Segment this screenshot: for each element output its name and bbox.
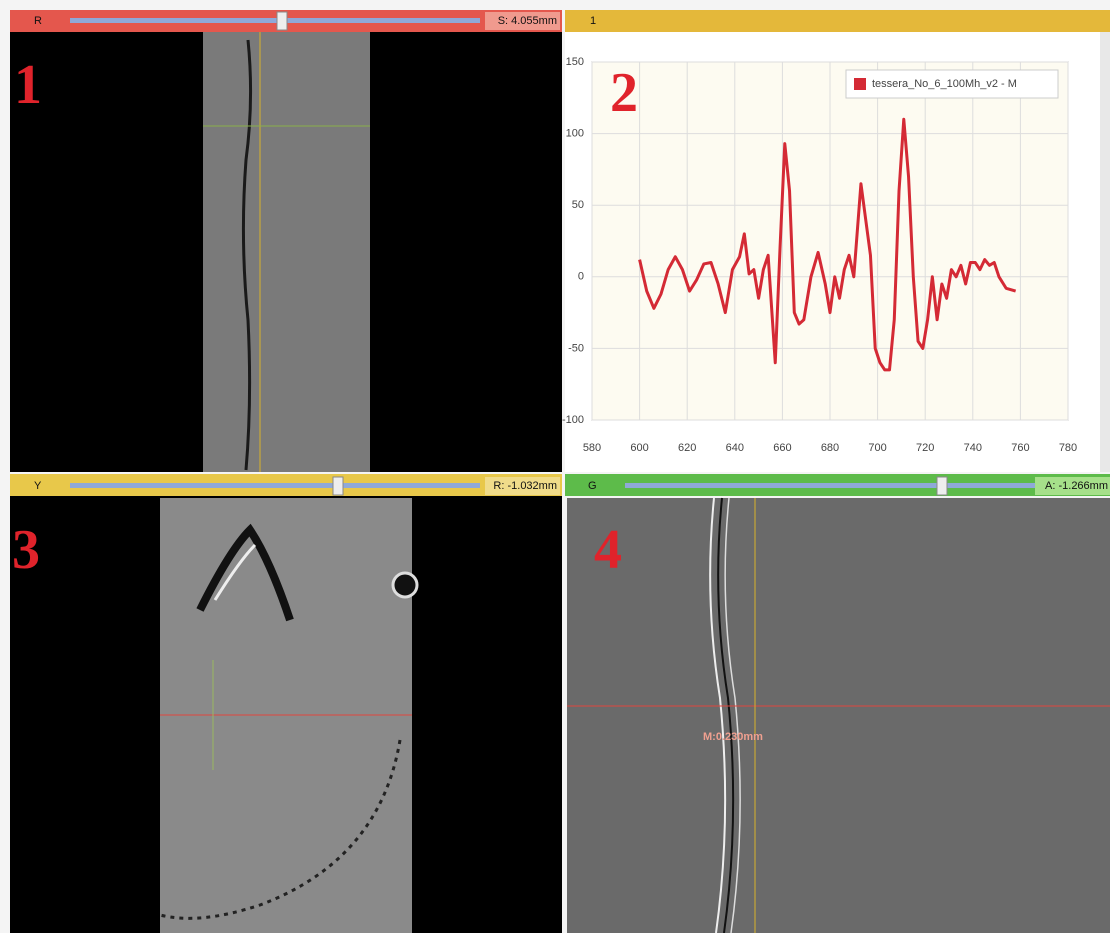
y-tick-label: -50 [568, 342, 584, 354]
slider-track[interactable] [70, 18, 480, 23]
panel-badge: Y [34, 480, 42, 492]
scrollbar[interactable] [1100, 32, 1110, 472]
slider-track[interactable] [625, 483, 1035, 488]
slider-handle[interactable] [277, 12, 287, 30]
panel-header [565, 10, 1110, 32]
x-tick-label: 580 [583, 442, 601, 454]
y-tick-label: 0 [578, 271, 584, 283]
legend-swatch [854, 78, 866, 90]
panel-badge: G [588, 480, 597, 492]
y-tick-label: -100 [562, 414, 584, 426]
panel-number: 1 [14, 54, 42, 116]
measurement: M:0.230mm [703, 731, 763, 743]
x-tick-label: 620 [678, 442, 696, 454]
slider-handle[interactable] [333, 477, 343, 495]
sample-feature [393, 573, 417, 597]
slice-offset: A: -1.266mm [1045, 480, 1108, 492]
panel-number: 4 [594, 519, 622, 581]
panel-badge: R [34, 15, 42, 27]
y-tick-label: 150 [566, 56, 584, 68]
panel-number: 2 [610, 62, 638, 124]
x-tick-label: 600 [630, 442, 648, 454]
slice-image [203, 32, 370, 472]
x-tick-label: 740 [964, 442, 982, 454]
x-tick-label: 680 [821, 442, 839, 454]
panel-badge: 1 [590, 15, 596, 27]
x-tick-label: 700 [868, 442, 886, 454]
x-tick-label: 760 [1011, 442, 1029, 454]
x-tick-label: 780 [1059, 442, 1077, 454]
slice-view [567, 498, 1110, 933]
slider-handle[interactable] [937, 477, 947, 495]
x-tick-label: 720 [916, 442, 934, 454]
slice-offset: R: -1.032mm [493, 480, 557, 492]
y-tick-label: 50 [572, 199, 584, 211]
y-tick-label: 100 [566, 128, 584, 140]
legend-label: tessera_No_6_100Mh_v2 - M [872, 78, 1017, 90]
slider-track[interactable] [70, 483, 480, 488]
x-tick-label: 640 [726, 442, 744, 454]
screen: R S: 4.055mm 1 1 -100 -50 0 50 100 150 580 600 6… [0, 0, 1110, 933]
x-tick-label: 660 [773, 442, 791, 454]
panel-number: 3 [12, 519, 40, 581]
slice-offset: S: 4.055mm [498, 15, 557, 27]
